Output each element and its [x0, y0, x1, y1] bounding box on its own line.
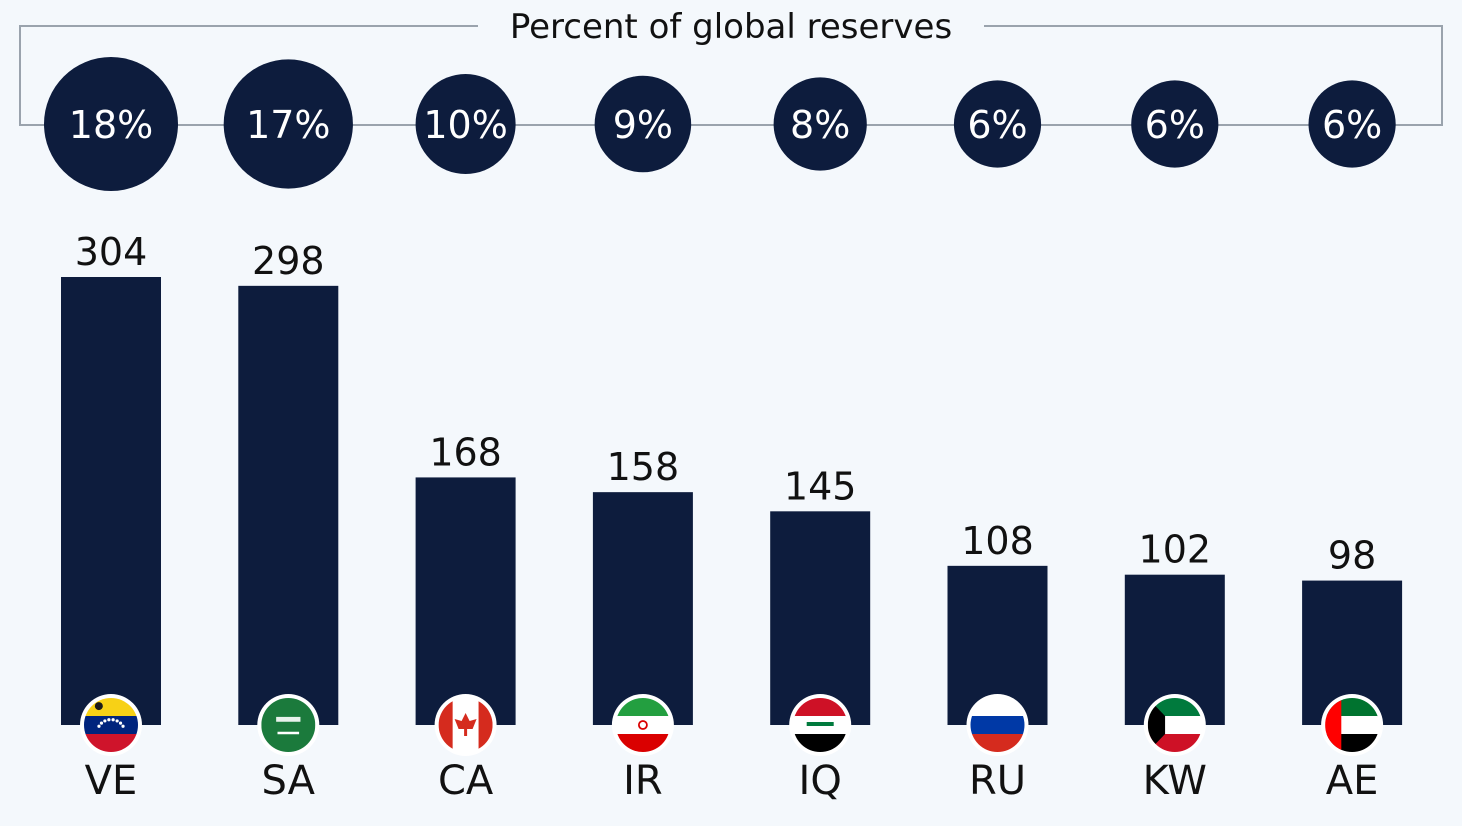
saudi-arabia-flag-icon [257, 694, 320, 756]
bar-sa [238, 285, 339, 725]
percent-bubble-ca [415, 73, 516, 175]
percent-label-kw: 6% [1145, 103, 1205, 147]
percent-bubble-iq [773, 77, 867, 171]
uae-flag-icon [1321, 694, 1384, 756]
percent-bubble-kw [1131, 80, 1219, 168]
category-label-ru: RU [969, 758, 1026, 804]
value-label-sa: 298 [252, 239, 325, 283]
category-label-ir: IR [623, 758, 663, 804]
percent-bubble-ae [1308, 80, 1396, 168]
percent-bubble-ir [594, 75, 692, 173]
percent-label-ca: 10% [423, 103, 507, 147]
value-label-ru: 108 [961, 519, 1034, 563]
russia-flag-icon [966, 694, 1029, 756]
value-label-iq: 145 [784, 464, 857, 508]
value-label-kw: 102 [1139, 528, 1212, 572]
percent-bubble-ru [953, 80, 1042, 168]
percent-label-ir: 9% [613, 103, 673, 147]
bar-ve [61, 277, 161, 725]
bars: 304 298 168 158 145 108 102 98 [61, 230, 1403, 725]
value-label-ve: 304 [75, 230, 148, 274]
value-label-ir: 158 [607, 445, 680, 489]
category-label-kw: KW [1143, 758, 1207, 804]
kuwait-flag-icon [1143, 694, 1206, 756]
percent-label-ae: 6% [1322, 103, 1382, 147]
percent-label-ve: 18% [69, 103, 153, 147]
iraq-flag-icon [789, 694, 852, 756]
bar-ca [415, 477, 516, 725]
flags [80, 694, 1384, 756]
chart-title: Percent of global reserves [510, 7, 952, 47]
venezuela-flag-icon [80, 694, 142, 756]
iran-flag-icon [611, 694, 674, 756]
percent-bubble-sa [223, 59, 353, 189]
percent-bubble-ve [44, 57, 178, 191]
title-background [478, 2, 984, 50]
value-label-ae: 98 [1328, 534, 1376, 578]
value-label-ca: 168 [429, 430, 502, 474]
category-label-sa: SA [262, 758, 316, 804]
category-label-ae: AE [1326, 758, 1379, 804]
percent-label-iq: 8% [790, 103, 850, 147]
category-label-ca: CA [438, 758, 494, 804]
canada-flag-icon [434, 694, 497, 756]
category-label-ve: VE [85, 758, 138, 804]
category-labels: VE SA CA IR IQ RU KW AE [85, 758, 1379, 804]
bar-iq [770, 511, 871, 725]
percent-bubbles: 18% 17% 10% 9% 8% 6% 6% 6% [44, 57, 1396, 191]
category-label-iq: IQ [799, 758, 842, 804]
percent-label-ru: 6% [967, 103, 1027, 147]
bar-ir [592, 492, 693, 725]
percent-label-sa: 17% [246, 103, 330, 147]
